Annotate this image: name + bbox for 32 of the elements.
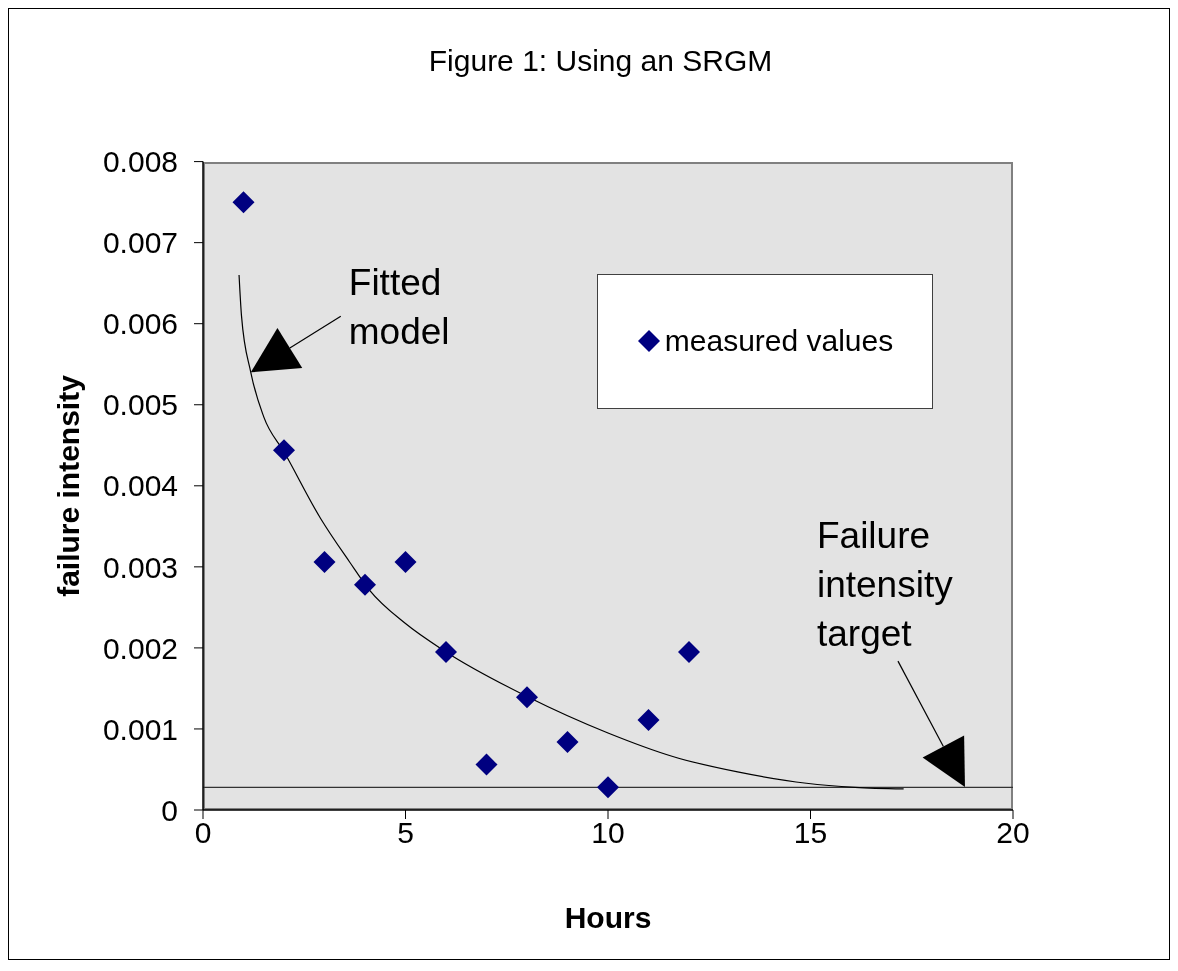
y-tick-label: 0.007 xyxy=(102,226,178,260)
point xyxy=(637,709,660,732)
y-tick-label: 0.004 xyxy=(102,469,178,503)
point xyxy=(475,753,498,776)
point xyxy=(232,191,255,214)
point xyxy=(435,640,457,663)
point xyxy=(273,439,295,462)
point xyxy=(354,573,376,596)
annotation: Fitted model xyxy=(348,261,451,355)
y-tick-label: 0.001 xyxy=(102,712,178,746)
y-tick-label: 0.006 xyxy=(102,307,178,341)
y-tick-label: 0.008 xyxy=(102,145,178,179)
point xyxy=(678,640,700,663)
y-tick-label: 0 xyxy=(161,793,178,827)
chart-title: Figure 1: Using an SRGM xyxy=(428,43,773,78)
x-axis-title: Hours xyxy=(564,901,652,935)
x-tick-label: 0 xyxy=(194,816,212,850)
y-tick-label: 0.003 xyxy=(102,550,178,584)
x-tick-label: 15 xyxy=(793,816,828,850)
point xyxy=(516,686,538,709)
x-tick-label: 10 xyxy=(591,816,625,850)
y-tick-label: 0.005 xyxy=(102,388,178,422)
point xyxy=(313,550,336,573)
point xyxy=(394,550,417,573)
y-tick-label: 0.002 xyxy=(102,631,178,665)
legend-label: measured values xyxy=(664,324,894,359)
annotation: Failure intensity target xyxy=(816,514,954,657)
y-axis-title: failure intensity xyxy=(52,374,86,597)
point xyxy=(556,730,579,753)
x-tick-label: 20 xyxy=(996,816,1030,850)
x-tick-label: 5 xyxy=(397,816,414,850)
point xyxy=(597,776,619,799)
